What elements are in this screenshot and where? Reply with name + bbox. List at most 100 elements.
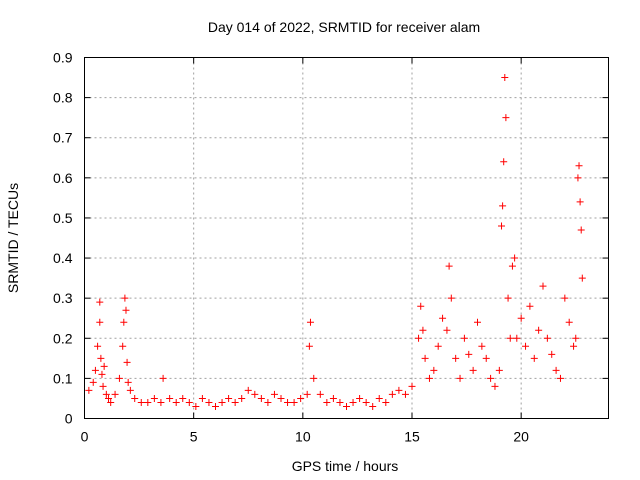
data-point	[172, 398, 180, 406]
data-point	[343, 402, 350, 410]
data-point	[552, 366, 560, 374]
x-axis-label: GPS time / hours	[292, 458, 399, 474]
data-point	[150, 394, 158, 402]
data-point	[205, 398, 213, 406]
data-point	[417, 302, 425, 310]
data-point	[469, 366, 477, 374]
data-point	[119, 342, 127, 350]
data-point	[502, 114, 510, 122]
data-point	[499, 202, 507, 210]
data-point	[575, 162, 583, 170]
data-point	[137, 398, 145, 406]
y-tick-label: 0.4	[53, 250, 73, 266]
data-point	[526, 302, 534, 310]
data-point	[395, 386, 403, 394]
data-point	[511, 254, 519, 262]
data-point	[430, 366, 438, 374]
data-point	[185, 398, 193, 406]
data-point	[572, 334, 580, 342]
data-point	[166, 394, 174, 402]
data-point	[535, 326, 543, 334]
y-tick-label: 0.6	[53, 170, 73, 186]
data-point	[124, 378, 132, 386]
data-point	[576, 198, 584, 206]
data-point	[452, 354, 460, 362]
data-point	[501, 74, 509, 82]
data-point	[478, 342, 486, 350]
data-point	[577, 226, 585, 234]
data-point	[495, 366, 503, 374]
data-point	[97, 354, 105, 362]
data-point	[105, 394, 113, 402]
data-point	[419, 326, 427, 334]
data-point	[115, 374, 123, 382]
data-point	[244, 386, 252, 394]
data-point	[218, 398, 226, 406]
data-point	[98, 370, 106, 378]
data-point	[212, 402, 219, 410]
y-tick-label: 0.9	[53, 50, 73, 66]
data-point	[264, 398, 272, 406]
plot-frame	[84, 57, 609, 419]
data-point	[362, 398, 370, 406]
data-point	[131, 394, 139, 402]
data-point	[522, 342, 530, 350]
data-point	[290, 398, 298, 406]
data-point	[401, 390, 409, 398]
data-point	[123, 358, 131, 366]
data-point	[225, 394, 233, 402]
data-point	[120, 318, 128, 326]
data-point	[491, 382, 499, 390]
y-tick-label: 0.7	[53, 130, 73, 146]
y-tick-label: 0.3	[53, 290, 73, 306]
data-point	[284, 398, 292, 406]
data-point	[231, 398, 239, 406]
data-point	[456, 374, 464, 382]
data-point	[434, 342, 442, 350]
data-point	[198, 394, 206, 402]
data-point	[251, 390, 259, 398]
data-point	[513, 334, 521, 342]
data-point	[238, 394, 246, 402]
data-points	[85, 74, 586, 410]
y-tick-label: 0.8	[53, 90, 73, 106]
data-point	[91, 366, 99, 374]
data-point	[94, 342, 102, 350]
x-tick-label: 15	[404, 429, 420, 445]
data-point	[99, 382, 107, 390]
data-point	[561, 294, 569, 302]
data-point	[474, 318, 481, 326]
data-point	[89, 378, 97, 386]
data-point	[548, 350, 556, 358]
data-point	[570, 342, 578, 350]
data-point	[375, 394, 383, 402]
data-point	[107, 398, 115, 406]
data-point	[443, 326, 451, 334]
data-point	[257, 394, 265, 402]
data-point	[144, 398, 152, 406]
data-point	[498, 222, 506, 230]
x-tick-label: 0	[81, 429, 89, 445]
data-point	[482, 354, 490, 362]
data-point	[323, 398, 331, 406]
data-point	[578, 274, 586, 282]
axis-ticks: 0 0.1 0.2 0.3 0.4 0.5 0.6 0.7 0.8 0.9 0 5 10 15 20	[53, 50, 609, 445]
y-tick-label: 0.5	[53, 210, 73, 226]
data-point	[500, 158, 508, 166]
x-tick-label: 20	[513, 429, 529, 445]
data-point	[415, 334, 423, 342]
data-point	[277, 394, 285, 402]
data-point	[543, 334, 551, 342]
data-point	[270, 390, 278, 398]
y-tick-label: 0	[65, 411, 73, 427]
data-point	[96, 318, 104, 326]
data-point	[96, 298, 104, 306]
y-axis-label: SRMTID / TECUs	[5, 183, 21, 293]
data-point	[122, 306, 130, 314]
data-point	[439, 314, 447, 322]
data-point	[388, 390, 396, 398]
data-point	[192, 402, 200, 410]
data-point	[356, 394, 364, 402]
data-point	[517, 314, 525, 322]
data-point	[421, 354, 429, 362]
